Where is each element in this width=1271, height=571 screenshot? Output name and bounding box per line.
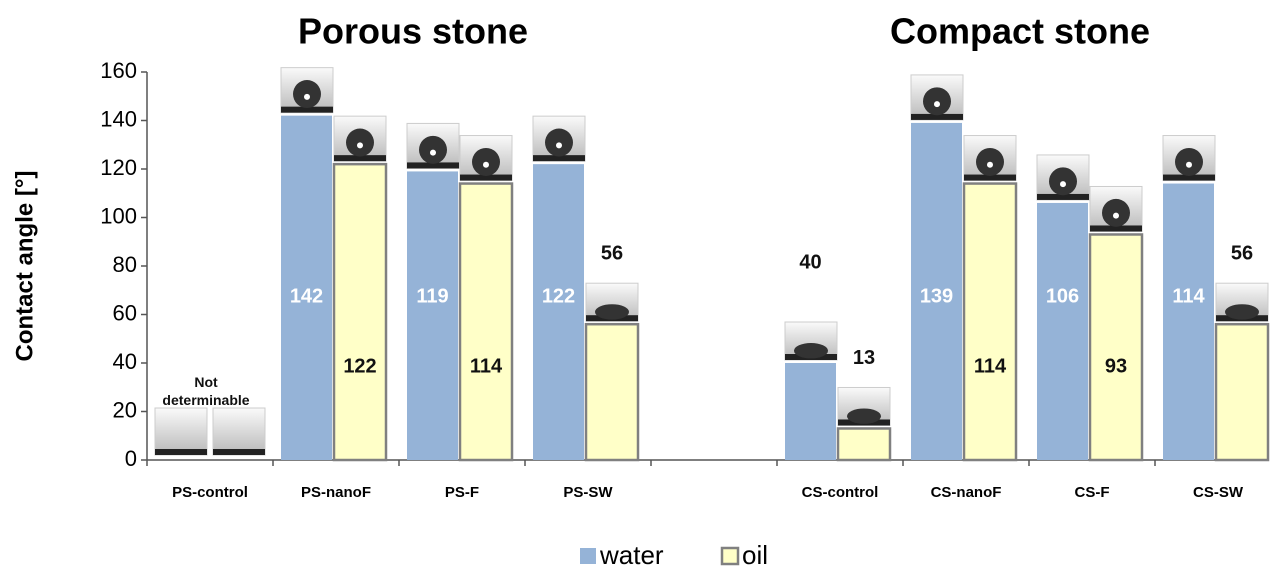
x-tick-label: PS-SW [563, 484, 613, 501]
image-substrate [213, 449, 265, 455]
bar [1088, 233, 1144, 462]
bar [407, 171, 458, 461]
x-tick-label: CS-F [1075, 484, 1110, 501]
image-substrate [533, 155, 585, 162]
droplet-highlight [483, 161, 489, 168]
y-tick-label: 20 [113, 397, 137, 422]
image-substrate [1163, 174, 1215, 181]
y-tick-label: 100 [100, 203, 137, 228]
y-tick-label: 0 [125, 446, 137, 471]
bar [962, 182, 1018, 462]
x-tick-label: PS-nanoF [301, 484, 371, 501]
data-label: 142 [290, 285, 323, 307]
bar [533, 164, 584, 460]
y-axis-label: Contact angle [°] [11, 171, 38, 362]
bar [458, 182, 514, 462]
y-tick-label: 160 [100, 58, 137, 83]
droplet-highlight [430, 149, 436, 156]
droplet-highlight [1060, 181, 1066, 188]
droplet-image [1089, 185, 1143, 232]
data-label: 106 [1046, 285, 1079, 307]
droplet-image [963, 135, 1017, 182]
droplet-image [280, 67, 334, 114]
data-label: 139 [920, 285, 953, 307]
data-label: 56 [601, 242, 623, 264]
y-tick-label: 60 [113, 300, 137, 325]
x-tick-label: CS-control [802, 484, 879, 501]
x-tick-label: CS-nanoF [931, 484, 1002, 501]
image-substrate [281, 106, 333, 113]
droplet-highlight [987, 161, 993, 168]
bar [1214, 322, 1270, 462]
droplet-image [1215, 282, 1269, 322]
x-tick-label: CS-SW [1193, 484, 1244, 501]
bar [1037, 202, 1088, 460]
image-substrate [1037, 193, 1089, 200]
droplet-image [1162, 135, 1216, 182]
data-label: 114 [470, 355, 503, 377]
data-label: 13 [853, 347, 875, 369]
data-label: 122 [343, 355, 376, 377]
droplet-image [585, 282, 639, 322]
droplet-image [837, 386, 891, 426]
legend-swatch [720, 546, 740, 566]
image-frame [154, 407, 208, 456]
data-label: 93 [1105, 355, 1127, 377]
droplet-image [212, 407, 266, 456]
bar [584, 322, 640, 462]
legend-label: oil [742, 540, 768, 570]
y-tick-label: 40 [113, 349, 137, 374]
x-tick-label: PS-F [445, 484, 479, 501]
bar [911, 122, 962, 461]
legend-label: water [599, 540, 664, 570]
bar [836, 427, 892, 462]
droplet-highlight [357, 142, 363, 149]
data-label: 114 [1172, 285, 1205, 307]
droplet-highlight [934, 101, 940, 108]
bar [785, 363, 836, 460]
droplet-image [532, 115, 586, 162]
image-substrate [334, 155, 386, 162]
image-substrate [911, 113, 963, 120]
legend-swatch [580, 548, 596, 564]
image-substrate [407, 162, 459, 169]
group-title: Porous stone [298, 11, 528, 52]
droplet-image [1036, 154, 1090, 201]
bar [332, 162, 388, 462]
droplet-highlight [556, 142, 562, 149]
droplet-highlight [304, 93, 310, 100]
droplet-image [784, 321, 838, 361]
annotation: Not determinable [162, 374, 250, 408]
droplet-image [910, 74, 964, 121]
droplet-highlight [1113, 212, 1119, 219]
bar [281, 115, 332, 461]
group-title: Compact stone [890, 11, 1150, 52]
data-label: 119 [416, 285, 448, 307]
droplet [794, 343, 828, 359]
droplet [1225, 304, 1259, 320]
droplet [847, 408, 881, 424]
droplet-image [333, 115, 387, 162]
droplet-image [459, 135, 513, 182]
droplet-highlight [1186, 161, 1192, 168]
data-label: 56 [1231, 242, 1253, 264]
droplet-image [154, 407, 208, 456]
image-substrate [964, 174, 1016, 181]
x-tick-label: PS-control [172, 484, 248, 501]
y-tick-label: 140 [100, 106, 137, 131]
droplet [595, 304, 629, 320]
image-frame [212, 407, 266, 456]
image-substrate [460, 174, 512, 181]
image-substrate [155, 449, 207, 455]
data-label: 122 [542, 285, 575, 307]
image-substrate [1090, 225, 1142, 232]
bar [1163, 183, 1214, 461]
data-label: 40 [799, 251, 821, 273]
y-tick-label: 80 [113, 252, 137, 277]
droplet-image [406, 122, 460, 169]
y-tick-label: 120 [100, 155, 137, 180]
data-label: 114 [974, 355, 1007, 377]
